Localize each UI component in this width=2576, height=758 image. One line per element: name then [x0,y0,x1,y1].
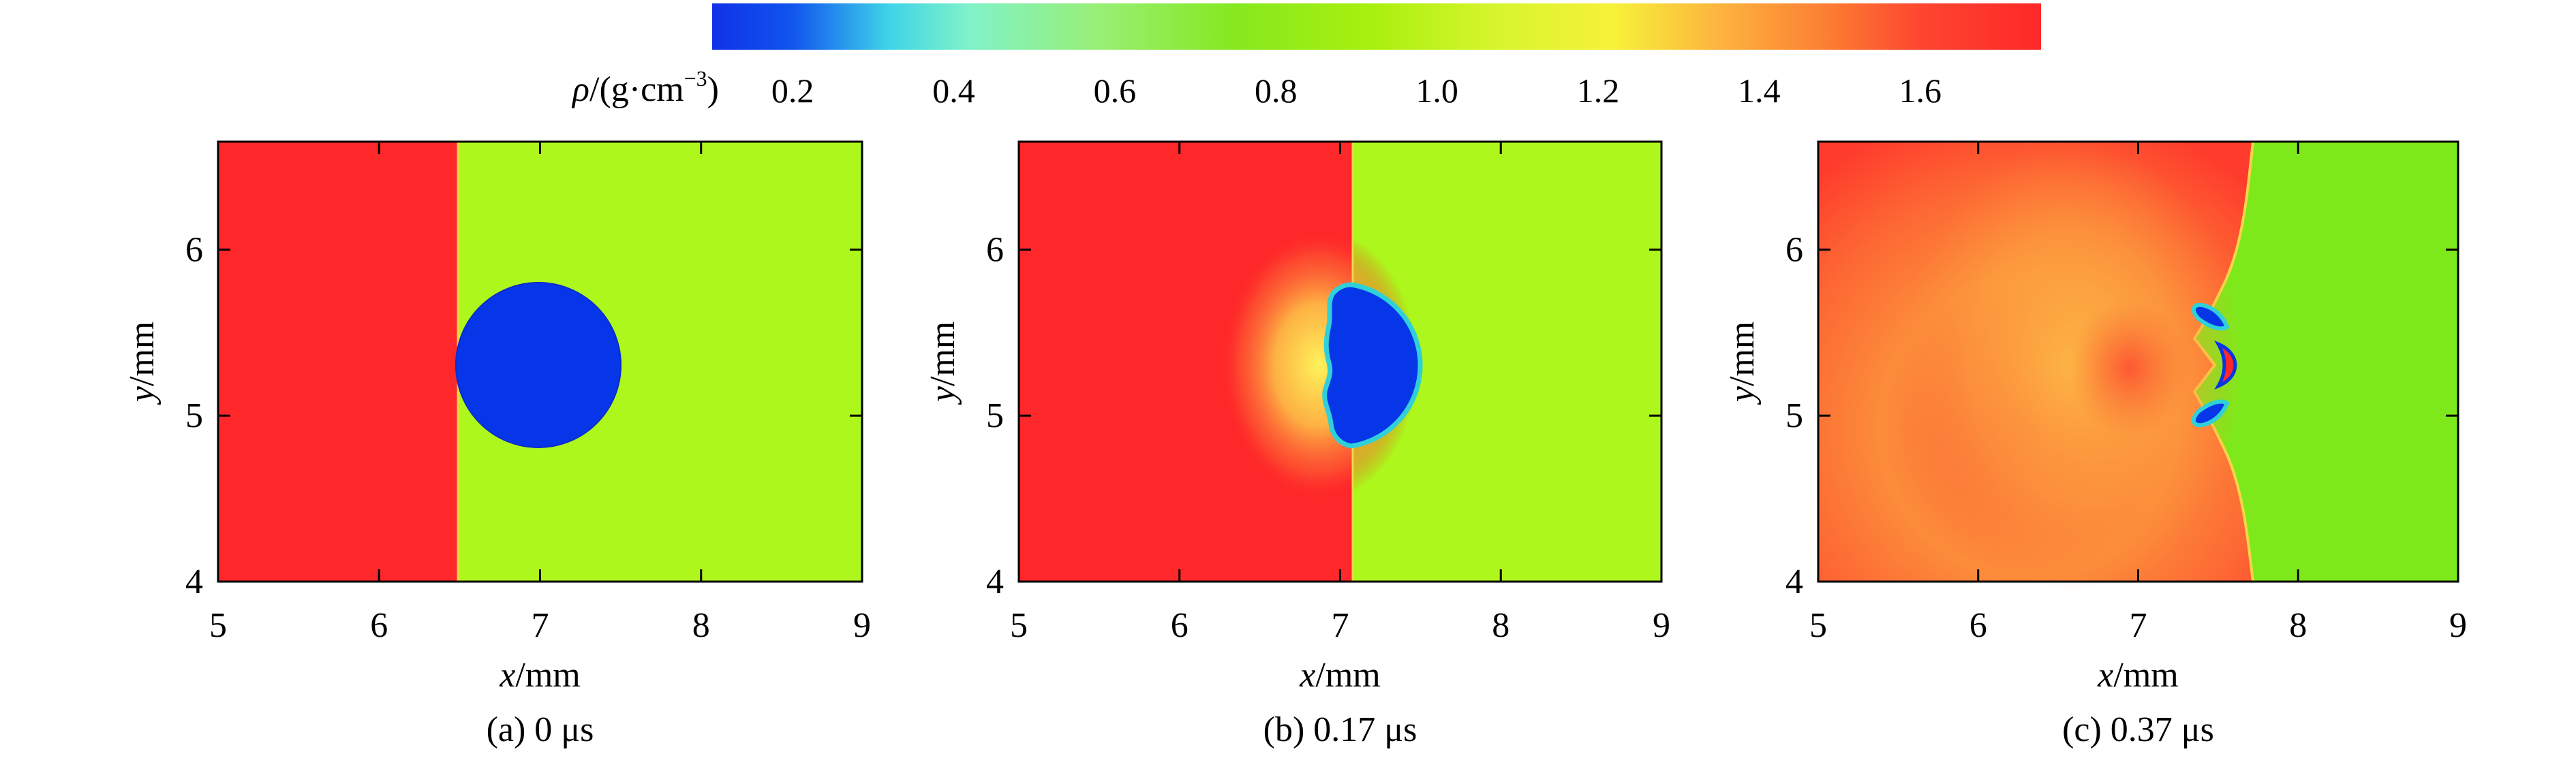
y-axis-label-unit: /mm [923,321,962,386]
y-axis-label-var: y [1723,385,1762,405]
colorbar-gradient-bar [712,3,2041,50]
panel-a [218,142,862,582]
x-tick-label: 8 [1492,606,1509,645]
vortex-lower-c [2191,399,2230,428]
x-axis-label-var: x [2097,656,2113,695]
x-axis-label-unit: /mm [1315,656,1380,695]
y-tick-label: 4 [986,563,1004,601]
y-tick-label: 5 [986,396,1004,435]
colorbar-label-units: /(g·cm [589,70,684,109]
y-axis-label-var: y [923,385,962,405]
y-tick-label: 4 [1785,563,1803,601]
region-shocked-a [218,142,458,582]
y-tick-label: 6 [986,230,1004,269]
colorbar-tick-label: 0.6 [1094,72,1137,110]
bubble-a [455,282,622,448]
colorbar-tick-label: 1.2 [1577,72,1620,110]
x-axis-label-var: x [1299,656,1315,695]
y-axis-label: y/mm [923,321,962,405]
x-axis-label-unit: /mm [2113,656,2178,695]
y-axis-label-var: y [123,385,162,405]
y-axis-label-unit: /mm [123,321,162,386]
x-tick-label: 5 [209,606,227,645]
x-tick-label: 6 [1969,606,1987,645]
y-tick-label: 6 [1785,230,1803,269]
colorbar-ticks: 0.2 0.4 0.6 0.8 1.0 1.2 1.4 1.6 [771,72,1942,110]
panel-caption-a: (a) 0 μs [487,710,594,749]
y-axis-label: y/mm [123,321,162,405]
x-tick-label: 6 [370,606,388,645]
y-tick-label: 6 [185,230,203,269]
colorbar-label-exponent: −3 [684,66,707,91]
x-axis-label: x/mm [499,656,580,695]
region-ambient-c [2194,142,2458,582]
y-axis-label: y/mm [1723,321,1762,405]
panel-caption-c: (c) 0.37 μs [2062,710,2214,749]
panel-caption-b: (b) 0.17 μs [1263,710,1417,749]
x-axis-label: x/mm [1299,656,1380,695]
colorbar: ρ/(g·cm−3) 0.2 0.4 0.6 0.8 1.0 1.2 1.4 1.6 [571,3,2041,110]
jet-c [2214,340,2237,390]
colorbar-tick-label: 1.6 [1899,72,1942,110]
x-tick-label: 9 [2449,606,2467,645]
x-axis-label: x/mm [2097,656,2178,695]
x-tick-label: 5 [1809,606,1827,645]
x-tick-label: 7 [532,606,549,645]
x-tick-label: 7 [2130,606,2147,645]
heatmap-c [1818,140,2458,590]
heatmap-a [218,142,862,582]
x-axis-label-var: x [499,656,515,695]
bubble-b [1322,282,1423,449]
y-tick-label: 5 [185,396,203,435]
y-tick-label: 4 [185,563,203,601]
colorbar-label-symbol: ρ [571,70,589,109]
x-tick-label: 9 [853,606,871,645]
colorbar-tick-label: 1.4 [1738,72,1781,110]
colorbar-tick-label: 1.0 [1415,72,1458,110]
x-tick-label: 9 [1653,606,1670,645]
x-axis-label-unit: /mm [515,656,580,695]
y-axis-label-unit: /mm [1723,321,1762,386]
colorbar-tick-label: 0.8 [1255,72,1298,110]
heatmap-b [1019,142,1661,582]
colorbar-tick-label: 0.4 [932,72,975,110]
x-tick-label: 5 [1010,606,1028,645]
colorbar-tick-label: 0.2 [771,72,814,110]
x-tick-label: 6 [1171,606,1189,645]
dense-core-c [2068,300,2191,436]
colorbar-label-close: ) [707,70,719,109]
colorbar-label: ρ/(g·cm−3) [571,66,719,109]
x-tick-label: 8 [2289,606,2307,645]
y-tick-label: 5 [1785,396,1803,435]
panel-c [1818,140,2458,590]
panel-b [1019,142,1661,582]
vortex-upper-c [2191,302,2230,331]
x-tick-label: 8 [692,606,710,645]
x-tick-label: 7 [1332,606,1349,645]
